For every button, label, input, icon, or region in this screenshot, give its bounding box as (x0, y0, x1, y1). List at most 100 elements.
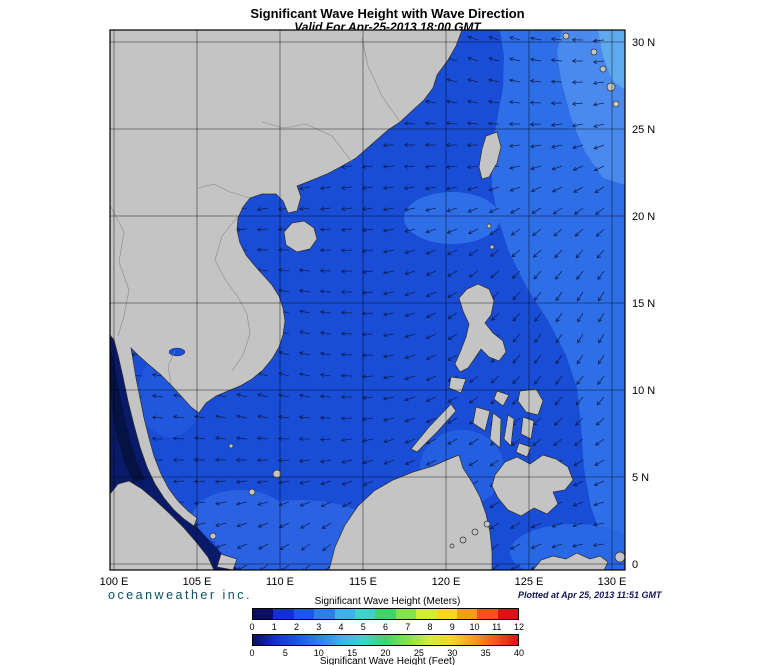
wave-direction-arrow (404, 333, 416, 339)
wave-direction-arrow (597, 291, 605, 302)
meter-ticks-label: 10 (469, 622, 480, 632)
wave-direction-arrow (257, 501, 269, 506)
wave-direction-arrow (598, 312, 605, 323)
wave-direction-arrow (508, 100, 521, 105)
wave-direction-arrow (511, 438, 521, 446)
wave-direction-arrow (403, 185, 416, 191)
lon-label: 110 E (266, 576, 294, 588)
wave-direction-arrow (319, 268, 332, 273)
wave-direction-arrow (278, 350, 290, 356)
feet-ticks-label: 5 (282, 648, 288, 658)
wave-direction-arrow (361, 290, 374, 295)
plotted-timestamp: Plotted at Apr 25, 2013 11:51 GMT (518, 590, 662, 600)
meter-ticks-label: 11 (492, 622, 502, 632)
wave-direction-arrow (340, 164, 353, 170)
wave-direction-arrow (340, 331, 353, 336)
colorbar-segment (395, 609, 417, 619)
sulu-island-icon (449, 543, 455, 549)
wave-direction-arrow (425, 207, 437, 212)
colorbar-segment (497, 609, 519, 619)
colorbar-segment (334, 609, 355, 619)
wave-direction-arrow (319, 309, 332, 315)
wave-direction-arrow (404, 375, 416, 381)
wave-direction-arrow (235, 457, 248, 463)
wave-direction-arrow (447, 270, 458, 277)
wave-direction-arrow (341, 459, 353, 464)
wave-direction-arrow (404, 459, 416, 466)
wave-direction-arrow (340, 206, 353, 211)
wave-direction-arrow (554, 249, 563, 259)
wave-direction-arrow (489, 522, 500, 530)
ryukyu-island-icon (599, 65, 607, 73)
wave-direction-arrow (151, 394, 164, 399)
wave-direction-arrow (468, 459, 479, 467)
lon-label: 100 E (100, 576, 129, 588)
meter-ticks-label: 12 (513, 622, 525, 632)
wave-direction-arrow (530, 186, 542, 192)
wave-direction-arrow (573, 207, 584, 215)
wave-direction-arrow (490, 270, 500, 279)
meter-ticks-label: 2 (293, 622, 300, 632)
wave-direction-arrow (597, 354, 605, 365)
wave-direction-arrow (576, 375, 584, 386)
wave-direction-arrow (467, 56, 479, 62)
wave-direction-arrow (490, 312, 500, 321)
colorbar-segment (253, 609, 274, 619)
wave-direction-arrow (340, 437, 353, 443)
land-leyte (520, 416, 535, 440)
wave-direction-arrow (534, 312, 542, 323)
wave-direction-arrow (383, 438, 395, 444)
wave-direction-arrow (572, 543, 584, 548)
wave-direction-arrow (340, 310, 353, 315)
wave-direction-arrow (403, 207, 416, 212)
wave-direction-arrow (319, 330, 332, 336)
wave-direction-arrow (319, 459, 332, 464)
wave-direction-arrow (512, 354, 521, 364)
wave-direction-arrow (467, 35, 479, 41)
meter-ticks-label: 0 (249, 622, 255, 632)
meter-ticks-label: 5 (360, 622, 366, 632)
luzon-strait-patch (404, 192, 500, 244)
natuna-island-icon (272, 469, 282, 479)
wave-direction-arrow (404, 291, 416, 297)
wave-direction-arrow (298, 372, 311, 377)
wave-direction-arrow (468, 270, 479, 278)
wave-direction-arrow (361, 332, 374, 337)
wave-direction-arrow (426, 459, 437, 466)
land-bangka (216, 553, 238, 570)
wave-direction-arrow (319, 415, 332, 421)
wave-direction-arrow (447, 333, 458, 340)
wave-direction-arrow (532, 228, 542, 236)
wave-direction-arrow (445, 186, 458, 191)
wave-direction-arrow (466, 121, 479, 126)
wave-direction-arrow (467, 207, 479, 213)
wave-direction-arrow (424, 164, 437, 169)
wave-direction-arrow (510, 207, 521, 214)
brand-text: oceanweather inc. (108, 588, 252, 602)
wave-direction-arrow (594, 459, 605, 466)
wave-direction-arrow (278, 522, 290, 529)
wave-direction-arrow (341, 480, 353, 486)
wave-direction-arrow (573, 186, 584, 193)
lon-label: 115 E (349, 576, 377, 588)
feet-ticks-label: 10 (313, 648, 324, 658)
wave-direction-arrow (403, 121, 416, 126)
wave-direction-arrow (551, 165, 563, 171)
ryukyu-island-icon (606, 82, 616, 92)
wave-direction-arrow (508, 121, 521, 127)
feet-ticks-label: 35 (480, 648, 491, 658)
wave-direction-arrow (130, 458, 143, 463)
wave-direction-arrow (298, 436, 310, 442)
wave-direction-arrow (574, 417, 584, 426)
land-masbate (493, 390, 510, 407)
wave-direction-arrow (298, 458, 311, 463)
wave-direction-arrow (214, 414, 227, 419)
wave-direction-arrow (510, 522, 521, 529)
feet-ticks-label: 20 (380, 648, 391, 658)
wave-direction-arrow (382, 164, 395, 169)
land-luzon (454, 283, 507, 373)
wave-direction-arrow (362, 480, 374, 486)
anambas-island-icon (248, 488, 256, 496)
lon-label: 130 E (598, 576, 627, 588)
